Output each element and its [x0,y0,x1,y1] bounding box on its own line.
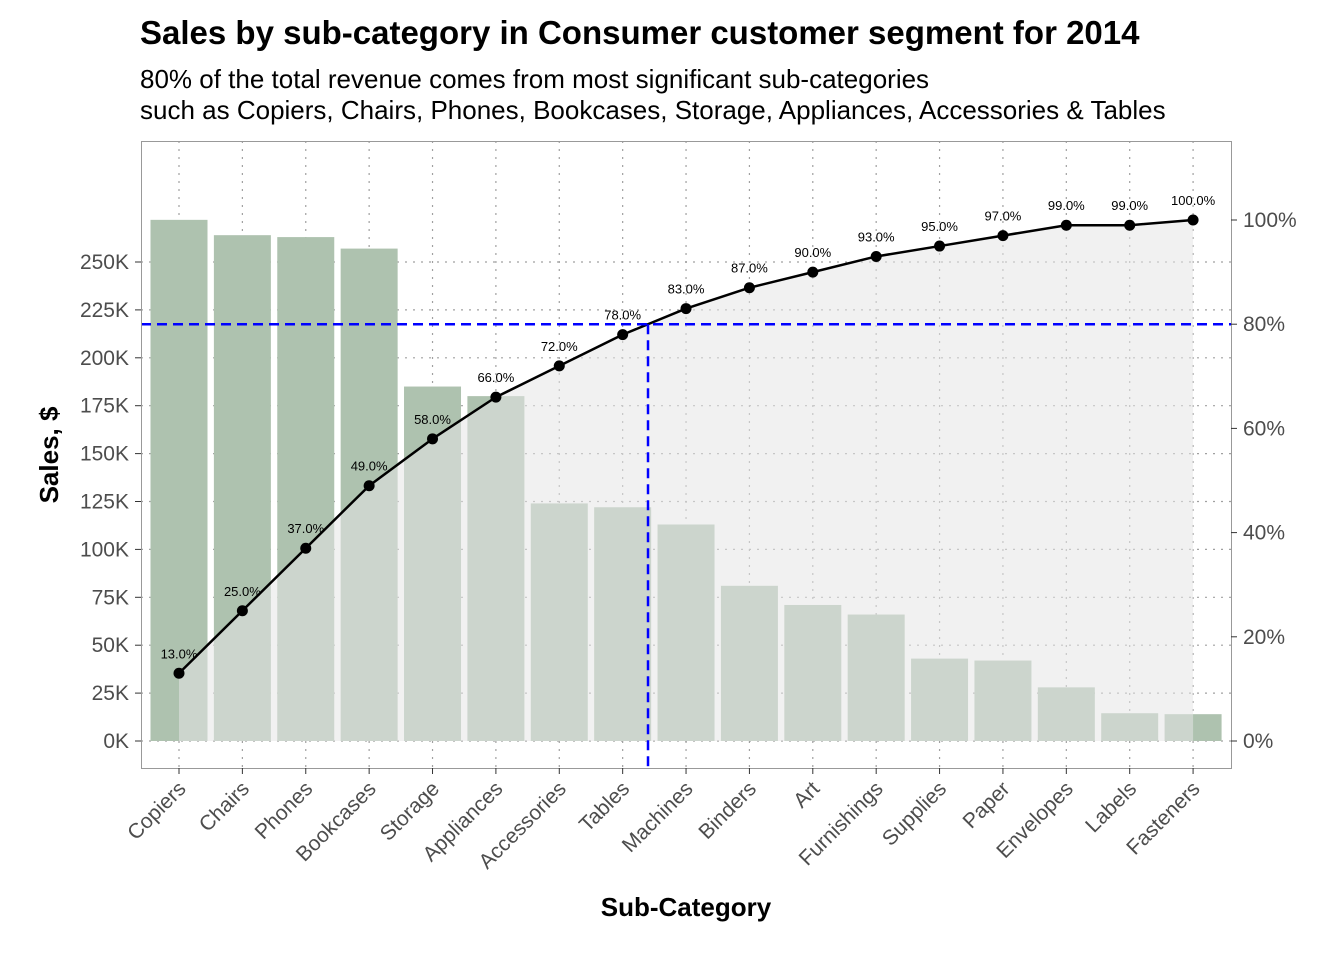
x-tick-label-paper: Paper [959,777,1015,833]
y-right-tick-label: 80% [1243,313,1285,336]
cumulative-point [173,667,185,679]
y-right-tick-label: 20% [1243,626,1285,649]
x-tick-label-chairs: Chairs [195,777,254,836]
y-left-tick-label: 175K [80,395,129,418]
cumulative-pct-label: 87.0% [731,261,768,276]
y-left-tick-label: 0K [103,730,129,753]
x-axis: Copiers ChairsPhonesBookcasesStorageAppli… [123,768,1205,874]
chart-subtitle-line-1: 80% of the total revenue comes from most… [140,64,930,94]
cumulative-point [807,266,819,278]
y-left-tick-label: 200K [80,347,129,370]
cumulative-pct-label: 90.0% [794,245,831,260]
cumulative-point [1187,214,1199,226]
cumulative-pct-label: 49.0% [351,459,388,474]
y-left-tick-label: 150K [80,443,129,466]
cumulative-pct-label: 93.0% [858,229,895,244]
cumulative-area [179,220,1194,741]
cumulative-point [300,542,312,554]
cumulative-pct-label: 99.0% [1048,198,1085,213]
cumulative-point [427,433,439,445]
y-right-tick-label: 60% [1243,417,1285,440]
x-tick-label-art: Art [789,777,824,812]
cumulative-pct-label: 83.0% [668,282,705,297]
y-right-tick-label: 100% [1243,209,1297,232]
y-right-tick-label: 0% [1243,730,1273,753]
cumulative-points [173,214,1199,679]
cumulative-pct-label: 97.0% [985,209,1022,224]
cumulative-point [1124,219,1136,231]
cumulative-pct-label: 100.0% [1171,193,1216,208]
y-axis-left: 0K 25K 50K 75K 100K 125K 150K 175K 200K 225K 250K [80,251,141,753]
cumulative-point [743,282,755,294]
cumulative-point [680,303,692,315]
chart-subtitle-line-2: such as Copiers, Chairs, Phones, Bookcas… [140,95,1166,125]
cumulative-point [553,360,565,372]
cumulative-pct-label: 78.0% [604,308,641,323]
x-tick-label-labels: Labels [1081,777,1141,837]
y-left-tick-label: 50K [92,634,129,657]
cumulative-point [490,391,502,403]
cumulative-pct-label: 66.0% [477,370,514,385]
cumulative-point [1060,219,1072,231]
threshold-lines [141,322,1231,768]
cumulative-point [997,230,1009,242]
cumulative-pct-labels: 13.0% 25.0% 37.0% 49.0% 58.0% 66.0% 72.0% 78.0%… [161,193,1216,661]
y-left-tick-label: 225K [80,299,129,322]
x-tick-label-copiers: Copiers [123,777,190,844]
y-left-tick-label: 250K [80,251,129,274]
cumulative-pct-label: 72.0% [541,339,578,354]
cumulative-pct-label: 58.0% [414,412,451,427]
y-left-tick-label: 75K [92,586,129,609]
cumulative-pct-label: 13.0% [161,646,198,661]
cumulative-pct-label: 99.0% [1111,198,1148,213]
cumulative-point [617,329,629,341]
y-left-tick-label: 125K [80,491,129,514]
x-tick-label-tables: Tables [575,777,634,836]
x-tick-label-binders: Binders [694,777,761,844]
cumulative-point [363,480,375,492]
cumulative-point [870,250,882,262]
cumulative-area-fill [179,220,1194,741]
x-axis-title: Sub-Category [601,892,772,922]
y-left-tick-label: 100K [80,538,129,561]
cumulative-point [934,240,946,252]
y-axis-title: Sales, $ [34,406,64,503]
cumulative-pct-label: 37.0% [287,521,324,536]
cumulative-pct-label: 25.0% [224,584,261,599]
y-right-tick-label: 40% [1243,522,1285,545]
y-left-tick-label: 25K [92,682,129,705]
chart-title: Sales by sub-category in Consumer custom… [140,14,1140,51]
y-axis-right: 0% 20% 40% 60% 80% 100% [1231,209,1297,753]
x-tick-label-supplies: Supplies [878,777,951,850]
cumulative-pct-label: 95.0% [921,219,958,234]
cumulative-point [236,605,248,617]
